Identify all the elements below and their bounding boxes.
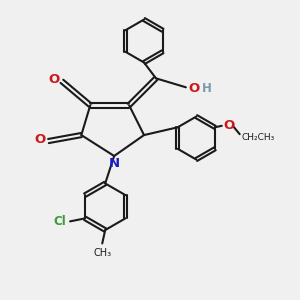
- Text: O: O: [48, 73, 59, 86]
- Text: CH₂CH₃: CH₂CH₃: [241, 133, 274, 142]
- Text: H: H: [202, 82, 212, 95]
- Text: N: N: [109, 157, 120, 170]
- Text: O: O: [188, 82, 200, 95]
- Text: Cl: Cl: [54, 215, 67, 228]
- Text: O: O: [224, 119, 235, 132]
- Text: O: O: [34, 133, 46, 146]
- Text: CH₃: CH₃: [93, 248, 111, 258]
